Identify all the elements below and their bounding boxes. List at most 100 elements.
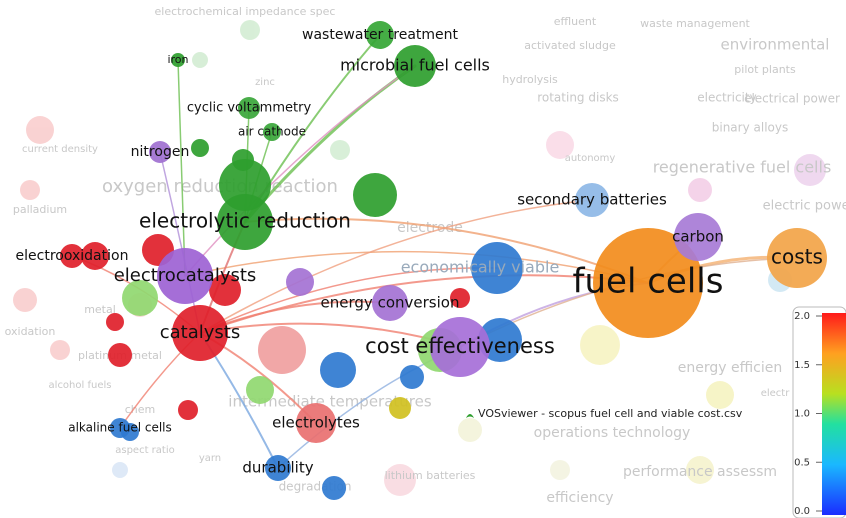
background-label: alcohol fuels: [49, 380, 112, 391]
node: [296, 403, 336, 443]
faint-bubble: [546, 131, 574, 159]
faint-bubble: [384, 464, 416, 496]
background-label: electric power g: [763, 199, 846, 214]
node-label: electrocatalysts: [114, 265, 257, 286]
background-label: autonomy: [565, 153, 616, 164]
faint-bubble: [688, 178, 712, 202]
node-label: cyclic voltammetry: [187, 101, 312, 116]
nodes: [60, 21, 827, 500]
faint-bubble: [240, 20, 260, 40]
edge: [199, 267, 498, 334]
node: [172, 305, 228, 361]
node-label: durability: [242, 459, 313, 477]
cluster-bubble: [320, 352, 356, 388]
background-label: hydrolysis: [502, 73, 558, 86]
faint-bubble: [192, 52, 208, 68]
background-label: oxidation: [5, 325, 56, 338]
cluster-bubble: [450, 288, 470, 308]
watermark-text: VOSviewer - scopus fuel cell and viable …: [478, 407, 743, 420]
edge: [184, 65, 416, 277]
background-label: aspect ratio: [115, 445, 175, 456]
node: [430, 317, 490, 377]
node-label: electrolytic reduction: [139, 209, 351, 233]
node-label: economically viable: [401, 258, 560, 277]
node-label: electrolytes: [272, 414, 360, 432]
node-label: carbon: [672, 228, 724, 246]
node: [149, 141, 171, 163]
cluster-bubble: [122, 280, 158, 316]
node: [593, 228, 703, 338]
cluster-bubble: [81, 242, 109, 270]
node-label: secondary batteries: [517, 191, 667, 209]
node: [263, 123, 281, 141]
cluster-bubble: [246, 376, 274, 404]
node-labels: fuel cells costs carbon secondary batteries…: [16, 27, 823, 477]
background-label: rotating disks: [537, 91, 619, 105]
faint-bubble: [13, 288, 37, 312]
edge: [244, 217, 649, 284]
background-label: effluent: [554, 15, 597, 28]
node-label: iron: [167, 53, 188, 66]
node: [157, 248, 213, 304]
background-label: electrochemical impedance spec: [155, 5, 336, 18]
color-bar-tick-label: 1.5: [794, 360, 810, 371]
background-label: yarn: [199, 453, 221, 464]
background-label: metal: [84, 303, 116, 316]
cluster-bubble: [108, 343, 132, 367]
node: [217, 194, 273, 250]
faint-bubble: [50, 340, 70, 360]
node: [674, 213, 722, 261]
logo: [466, 414, 474, 418]
background-bubbles: [13, 20, 826, 496]
faint-bubble: [580, 325, 620, 365]
node: [394, 45, 436, 87]
background-label: operations technology: [534, 425, 691, 441]
node-label: wastewater treatment: [302, 27, 459, 43]
background-label: chem: [125, 403, 156, 416]
background-label: binary alloys: [712, 121, 788, 135]
node-label: microbial fuel cells: [340, 56, 490, 75]
background-label: efficiency: [546, 490, 613, 506]
background-labels: electrochemical impedance spec effluent wa…: [5, 5, 846, 506]
faint-bubble: [550, 460, 570, 480]
faint-bubble: [20, 180, 40, 200]
cluster-bubble: [389, 397, 411, 419]
node-label: costs: [771, 245, 823, 269]
node: [110, 418, 130, 438]
background-label: pilot plants: [734, 63, 796, 76]
background-label: current density: [22, 144, 98, 155]
edge: [184, 250, 649, 284]
background-label: lithium batteries: [385, 469, 476, 482]
cluster-bubble: [191, 139, 209, 157]
node: [60, 244, 84, 268]
node: [238, 97, 260, 119]
node-label: alkaline fuel cells: [68, 421, 172, 435]
node-label: fuel cells: [573, 262, 724, 302]
background-label: zinc: [255, 77, 275, 88]
color-bar-tick-label: 1.0: [794, 409, 810, 420]
node: [767, 228, 827, 288]
background-label: waste management: [640, 17, 750, 30]
node: [471, 242, 523, 294]
color-bar-tick-label: 2.0: [794, 311, 810, 322]
node-label: energy conversion: [321, 294, 460, 312]
node-label: nitrogen: [131, 144, 190, 160]
faint-bubble: [458, 418, 482, 442]
node-label: cost effectiveness: [365, 334, 555, 358]
background-label: performance assessm: [623, 464, 777, 480]
cluster-bubble: [400, 365, 424, 389]
cluster-bubble: [286, 268, 314, 296]
edge: [199, 199, 593, 334]
faint-bubble: [794, 154, 826, 186]
cluster-bubble: [322, 476, 346, 500]
color-bar: 2.0 1.5 1.0 0.5 0.0: [792, 306, 846, 518]
node-label: catalysts: [160, 322, 240, 343]
background-label: regenerative fuel cells: [653, 158, 832, 177]
faint-bubble: [112, 462, 128, 478]
cluster-bubble: [353, 173, 397, 217]
background-label: environmental: [721, 36, 830, 54]
color-bar-tick-label: 0.5: [794, 457, 810, 468]
background-label: electr: [761, 388, 791, 399]
node: [372, 285, 408, 321]
cluster-bubble: [232, 149, 254, 171]
